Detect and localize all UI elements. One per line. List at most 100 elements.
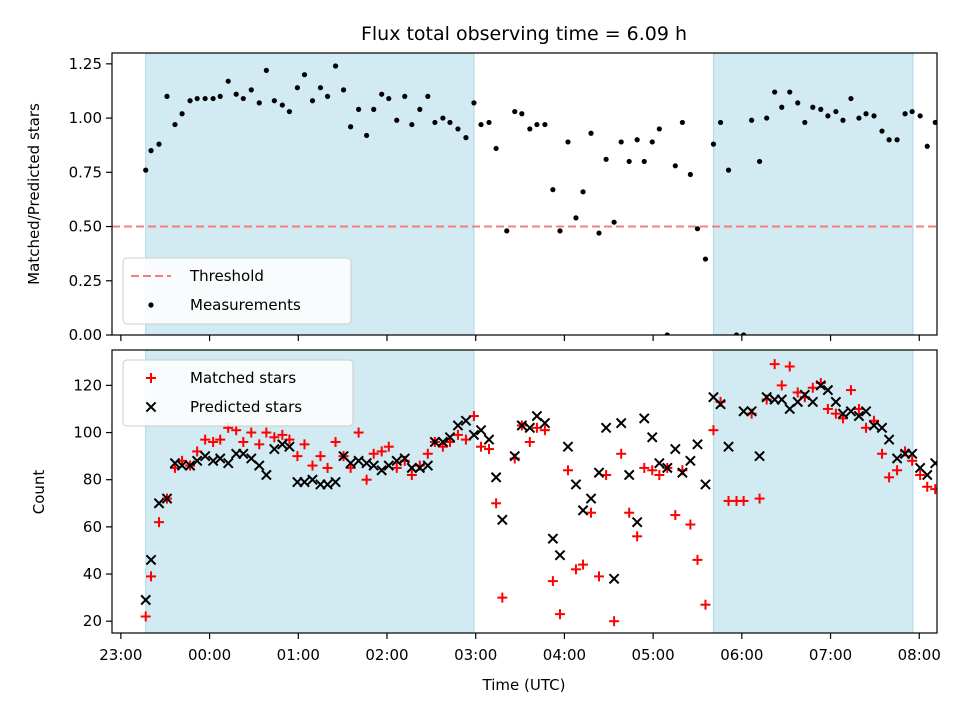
bottom-matched-stars-point	[830, 408, 841, 419]
bottom-predicted-stars-point-b	[761, 391, 772, 403]
top-y-tick-label: 1.00	[69, 109, 102, 127]
top-measurements-point	[687, 171, 693, 178]
top-measurements-point	[588, 130, 594, 136]
top-measurements-point	[909, 108, 915, 115]
bottom-matched-stars-point	[586, 507, 597, 518]
bottom-predicted-stars-point	[184, 460, 196, 471]
bottom-matched-stars-point	[497, 592, 508, 603]
top-measurements-point	[748, 117, 755, 123]
bottom-predicted-stars-point	[497, 514, 508, 526]
bottom-predicted-stars-point-b	[623, 469, 635, 481]
bottom-predicted-stars-point	[570, 479, 582, 490]
top-measurements-point	[143, 167, 149, 173]
bottom-predicted-stars-point	[593, 467, 605, 478]
bottom-matched-stars-point	[807, 382, 818, 393]
bottom-predicted-stars-point-b	[547, 533, 559, 544]
bottom-predicted-stars-point	[723, 441, 734, 452]
bottom-predicted-stars-point-b	[184, 460, 196, 471]
bottom-matched-stars-point	[692, 554, 703, 565]
bottom-matched-stars-point	[945, 553, 955, 563]
bottom-predicted-stars-point-b	[345, 457, 356, 469]
bottom-matched-stars-point	[246, 427, 257, 438]
bottom-predicted-stars-point-b	[299, 476, 310, 488]
top-measurements-point	[447, 119, 453, 126]
bottom-predicted-stars-point	[307, 474, 318, 486]
top-measurements-point	[596, 230, 602, 236]
top-measurements-point	[932, 119, 937, 126]
bottom-predicted-stars-point	[429, 436, 441, 448]
top-measurements-point	[256, 100, 262, 106]
bottom-predicted-stars-point	[444, 431, 456, 443]
bottom-matched-stars-point	[769, 359, 780, 370]
bottom-matched-stars-point	[261, 427, 272, 438]
bottom-matched-stars-point	[938, 512, 948, 522]
top-measurements-point	[519, 111, 525, 117]
bottom-predicted-stars-point-a	[954, 546, 960, 555]
top-measurements-point	[356, 106, 362, 112]
bottom-predicted-stars-point-b	[399, 453, 411, 464]
bottom-predicted-stars-point-b	[191, 455, 203, 467]
top-measurements-point	[818, 106, 824, 112]
bottom-predicted-stars-point	[600, 422, 612, 434]
bottom-predicted-stars-point	[562, 441, 574, 452]
bottom-matched-stars-point	[491, 498, 502, 509]
bottom-predicted-stars-point-b	[615, 417, 627, 429]
top-measurements-point	[756, 158, 763, 165]
bottom-predicted-stars-point	[322, 479, 333, 490]
bottom-matched-stars-point	[406, 469, 417, 480]
top-measurements-point	[279, 102, 285, 108]
bottom-predicted-stars-point	[222, 457, 234, 469]
bottom-predicted-stars-point	[700, 479, 711, 490]
top-measurements-point	[202, 95, 208, 102]
bottom-predicted-stars-point-b	[338, 450, 349, 462]
bottom-predicted-stars-point-b	[483, 434, 495, 445]
bottom-predicted-stars-point-b	[284, 441, 295, 452]
bottom-predicted-stars-point-b	[815, 380, 827, 391]
bottom-matched-stars-point	[208, 436, 219, 447]
top-measurements-point	[217, 93, 223, 99]
bottom-predicted-stars-point	[868, 420, 880, 431]
top-measurements-point	[656, 126, 662, 132]
bottom-matched-stars-point	[670, 510, 681, 521]
top-measurements-point	[179, 111, 185, 117]
x-tick-label: 05:00	[632, 646, 675, 664]
top-measurements-point	[534, 121, 540, 128]
top-measurements-point	[240, 95, 246, 102]
top-measurements-point	[863, 111, 869, 117]
x-tick-label: 23:00	[99, 646, 142, 664]
bottom-y-tick-label: 60	[83, 518, 102, 536]
bottom-predicted-stars-point	[516, 420, 528, 431]
top-measurements-point	[573, 215, 579, 221]
top-measurements-point	[679, 119, 686, 126]
bottom-predicted-stars-point	[585, 493, 597, 504]
bottom-matched-stars-point	[708, 425, 719, 436]
bottom-predicted-stars-point-b	[921, 469, 933, 481]
bottom-predicted-stars-point	[207, 455, 219, 467]
x-axis-label: Time (UTC)	[482, 676, 566, 694]
x-tick-label: 00:00	[188, 646, 231, 664]
top-measurements-point	[941, 122, 946, 127]
top-measurements-point	[542, 121, 548, 128]
bottom-predicted-stars-point-b	[383, 460, 395, 471]
bottom-predicted-stars-point	[509, 450, 521, 462]
bottom-predicted-stars-point	[845, 406, 857, 417]
bottom-predicted-stars-point-b	[353, 455, 364, 467]
top-measurements-point	[611, 219, 617, 225]
bottom-y-tick-label: 80	[83, 471, 102, 489]
bottom-predicted-stars-point-b	[539, 417, 551, 429]
bottom-matched-stars-point	[594, 571, 605, 582]
bottom-predicted-stars-point	[891, 453, 903, 464]
bottom-matched-stars-point	[140, 611, 151, 622]
top-measurements-point	[894, 137, 900, 143]
top-measurements-point	[902, 111, 908, 117]
bottom-matched-stars-point	[292, 451, 303, 462]
top-panel: 0.00 0.25 0.50 0.75 1.00 1.25 Threshold Measure…	[69, 52, 946, 344]
bottom-predicted-stars-point	[406, 462, 418, 474]
bottom-predicted-stars-point	[524, 422, 536, 434]
top-legend: Threshold Measurements	[122, 257, 352, 325]
top-measurements-point	[164, 93, 170, 99]
bottom-predicted-stars-point-b	[490, 472, 502, 483]
top-markers	[143, 63, 946, 335]
bottom-matched-stars-point	[754, 493, 765, 504]
bottom-matched-stars-point	[524, 436, 535, 447]
